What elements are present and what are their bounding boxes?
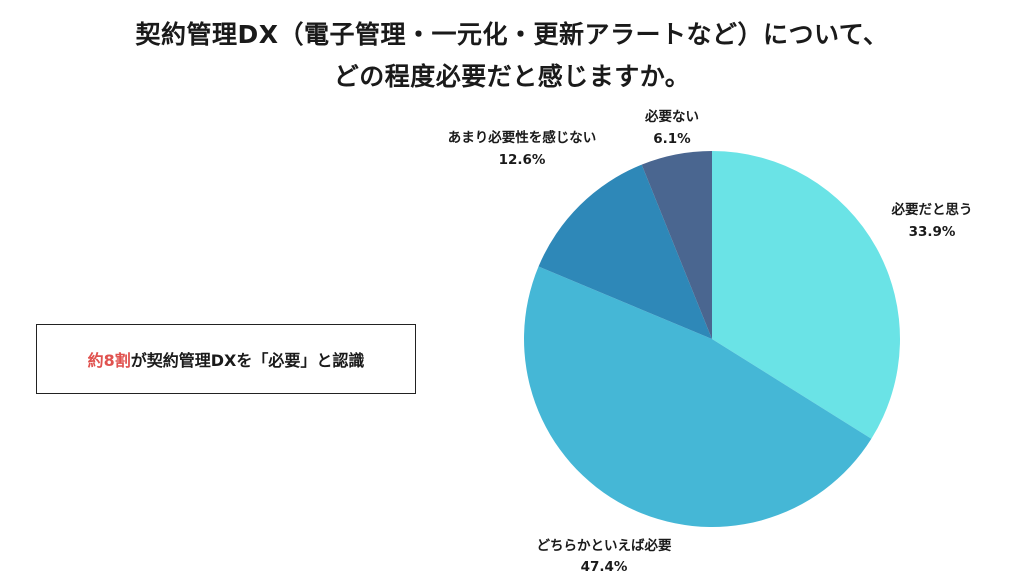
- slice-label-4: 必要ない: [644, 108, 699, 125]
- slice-value-4: 6.1%: [653, 131, 691, 147]
- chart-title-line2: どの程度必要だと感じますか。: [333, 62, 691, 91]
- pie-slice-2: [524, 266, 872, 527]
- summary-callout: 約8割 が契約管理DXを「必要」と認識: [36, 324, 416, 394]
- slice-label-3: あまり必要性を感じない: [448, 129, 597, 146]
- slice-value-2: 47.4%: [581, 559, 628, 575]
- slice-value-1: 33.9%: [909, 224, 956, 240]
- callout-highlight: 約8割: [87, 351, 131, 370]
- slice-value-3: 12.6%: [499, 152, 546, 168]
- pie-labels: 必要だと思う 33.9% どちらかといえば必要 47.4% あまり必要性を感じない 12.…: [448, 108, 973, 575]
- pie-slices: [524, 151, 900, 527]
- slice-label-1: 必要だと思う: [891, 201, 973, 218]
- pie-slice-1: [712, 151, 900, 439]
- chart-title-line1: 契約管理DX（電子管理・一元化・更新アラートなど）について、: [135, 20, 889, 49]
- slice-label-2: どちらかといえば必要: [537, 537, 672, 554]
- callout-text: が契約管理DXを「必要」と認識: [130, 351, 365, 370]
- pie-slice-3: [538, 164, 712, 339]
- chart-title: 契約管理DX（電子管理・一元化・更新アラートなど）について、 どの程度必要だと感…: [0, 14, 1024, 98]
- pie-slice-4: [641, 151, 712, 339]
